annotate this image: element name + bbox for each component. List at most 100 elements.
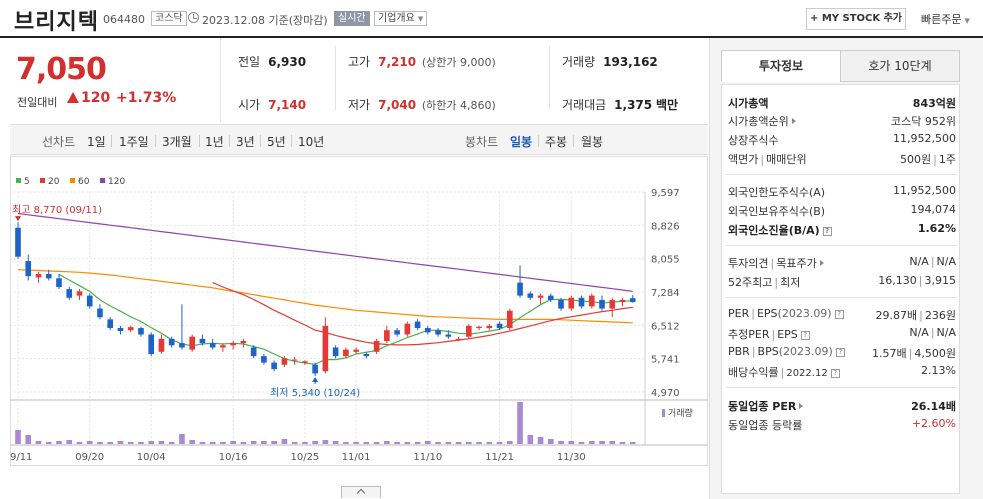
- candle: [148, 334, 155, 354]
- y-tick-label: 6,512: [651, 321, 680, 332]
- price-chart[interactable]: 9,597 8,826 8,055 7,284 6,512 5,741 4,970 09/11…: [10, 156, 708, 466]
- candle: [599, 299, 605, 309]
- quick-order-label: 빠른주문: [921, 13, 962, 26]
- candle: [199, 338, 206, 344]
- change-label: 전일대비: [17, 96, 58, 109]
- week52-low-label: 최저: [780, 276, 801, 289]
- range-5y[interactable]: 5년: [267, 135, 286, 149]
- caret-right-icon[interactable]: [791, 118, 796, 124]
- ma60-line: [17, 269, 633, 324]
- candle: [209, 343, 216, 348]
- volume-bar: [527, 435, 534, 444]
- candle: [486, 325, 493, 329]
- candle: [558, 299, 564, 309]
- low-price: 저가 7,040 (하한가 4,860): [348, 96, 496, 113]
- caret-right-icon[interactable]: [819, 260, 824, 266]
- volume-bar: [158, 441, 165, 444]
- industry-per-row: 동일업종 PER 26.14배: [728, 398, 956, 415]
- volume-bar: [619, 442, 626, 444]
- company-info-label: 기업개요: [378, 13, 415, 24]
- par-value-row: 액면가 | 매매단위 500원 | 1주: [728, 153, 956, 166]
- candle: [25, 261, 32, 277]
- candle: [568, 297, 575, 309]
- listed-shares-row: 상장주식수 11,952,500: [728, 132, 956, 149]
- trade-value-label: 거래대금: [562, 98, 607, 112]
- high-price: 고가 7,210 (상한가 9,000): [348, 53, 496, 70]
- candle: [629, 298, 636, 303]
- caret-right-icon[interactable]: [799, 403, 804, 409]
- candle: [445, 334, 452, 337]
- y-tick-label: 8,055: [651, 255, 680, 266]
- candle: [158, 338, 165, 352]
- x-tick-label: 11/30: [557, 452, 586, 463]
- industry-rate-row: 동일업종 등락률 +2.60%: [728, 417, 956, 434]
- volume-bar: [45, 442, 52, 444]
- period-daily[interactable]: 일봉: [510, 135, 533, 149]
- candle: [435, 330, 441, 335]
- market-cap-rank-label: 시가총액순위: [728, 115, 789, 128]
- par-value-value: 500원: [900, 153, 932, 166]
- candle: [394, 330, 400, 335]
- tab-orderbook[interactable]: 호가 10단계: [840, 50, 960, 82]
- volume-bar: [291, 442, 298, 444]
- divider: [111, 135, 112, 147]
- volume-bar: [496, 442, 503, 444]
- low-label: 저가: [348, 98, 371, 112]
- listed-shares-value: 11,952,500: [893, 132, 956, 145]
- low-value: 7,040: [378, 98, 417, 112]
- volume-bar: [332, 441, 339, 444]
- range-1y[interactable]: 1년: [205, 135, 224, 149]
- mystock-add-button[interactable]: + MY STOCK 추가: [806, 8, 906, 30]
- trade-unit-label: 매매단위: [766, 153, 807, 166]
- volume-value: 193,162: [603, 55, 658, 69]
- eps-value: 236원: [924, 309, 956, 322]
- candle: [230, 343, 236, 346]
- line-chart-label: 선차트: [42, 135, 76, 149]
- per-value: 29.87배: [875, 309, 918, 322]
- trade-value: 거래대금 1,375 백만: [562, 96, 678, 113]
- candle: [373, 340, 380, 352]
- help-icon[interactable]: ?: [800, 331, 810, 340]
- range-1d[interactable]: 1일: [87, 135, 106, 149]
- week52-row: 52주최고 | 최저 16,130 | 3,915: [728, 274, 956, 289]
- per-label: PER: [728, 307, 750, 320]
- volume-bar: [394, 442, 400, 444]
- high-value: 7,210: [378, 55, 417, 69]
- period-weekly[interactable]: 주봉: [545, 135, 568, 149]
- market-cap-value: 843억원: [912, 97, 956, 110]
- foreign-holding-row: 외국인보유주식수(B) 194,074: [728, 203, 956, 220]
- candle: [281, 358, 288, 365]
- company-info-dropdown[interactable]: 기업개요 ▼: [374, 11, 428, 26]
- quick-order-dropdown[interactable]: 빠른주문 ▼: [921, 11, 970, 27]
- help-icon[interactable]: ?: [830, 369, 840, 378]
- open-price: 시가 7,140: [238, 96, 306, 113]
- collapse-chart-button[interactable]: [341, 486, 381, 498]
- volume-legend-swatch: [662, 409, 665, 417]
- period-monthly[interactable]: 월봉: [581, 135, 604, 149]
- realtime-button[interactable]: 실시간: [334, 11, 370, 26]
- candle: [76, 291, 83, 296]
- ma120-line: [17, 212, 633, 292]
- range-10y[interactable]: 10년: [298, 135, 325, 149]
- clock-icon: [188, 12, 199, 23]
- candle: [271, 362, 277, 370]
- candle: [250, 347, 257, 357]
- range-1w[interactable]: 1주일: [119, 135, 149, 149]
- help-icon[interactable]: ?: [835, 348, 845, 357]
- tab-invest-info[interactable]: 투자정보: [721, 50, 841, 82]
- range-3y[interactable]: 3년: [236, 135, 255, 149]
- range-3m[interactable]: 3개월: [162, 135, 192, 149]
- volume-label: 거래량: [668, 407, 693, 419]
- volume-bar: [250, 441, 257, 444]
- candle: [240, 340, 247, 344]
- volume-bar: [138, 442, 144, 444]
- opinion-label: 투자의견: [728, 257, 769, 270]
- foreign-holding-label: 외국인보유주식수(B): [728, 205, 826, 218]
- legend-label: 60: [78, 177, 90, 187]
- help-icon[interactable]: ?: [834, 310, 844, 319]
- candle: [476, 326, 482, 329]
- foreign-ratio-value: 1.62%: [917, 222, 956, 235]
- divider: [726, 174, 957, 175]
- help-icon[interactable]: ?: [822, 227, 832, 236]
- candle: [261, 356, 267, 363]
